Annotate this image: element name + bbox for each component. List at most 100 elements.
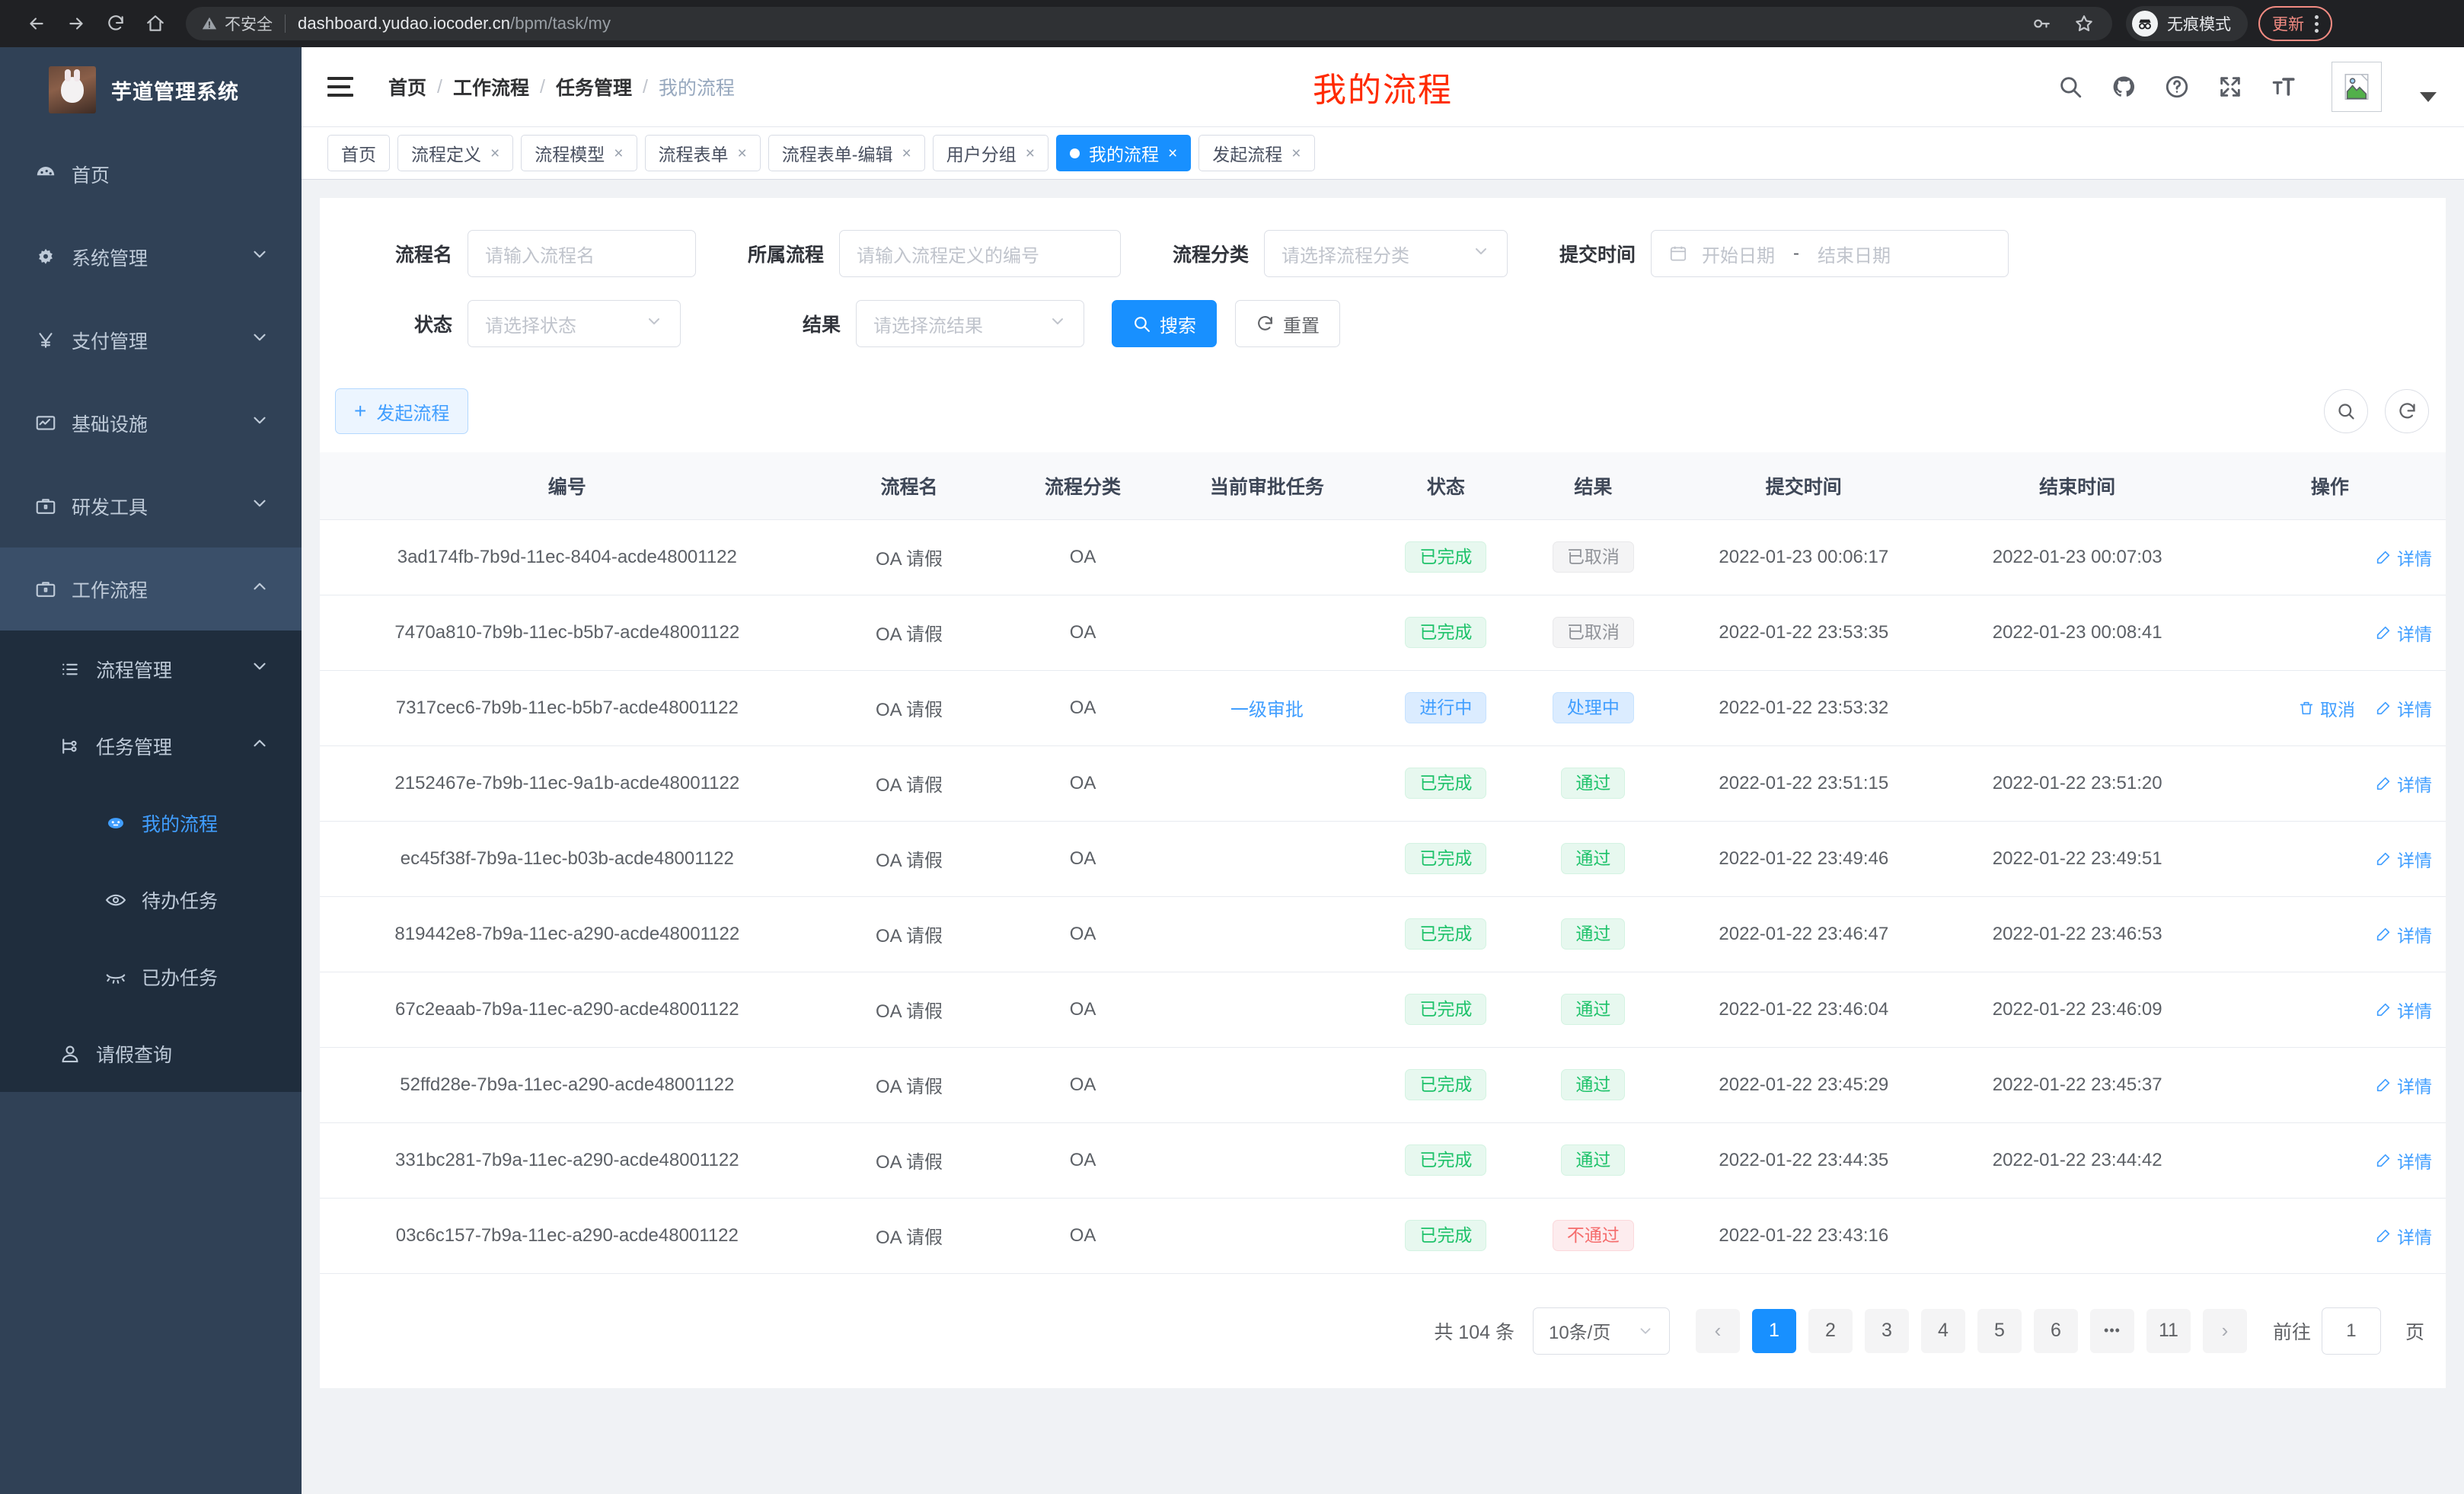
page-button-4[interactable]: 4 <box>1920 1308 1965 1353</box>
table-row[interactable]: 7317cec6-7b9b-11ec-b5b7-acde48001122 OA 请… <box>320 670 2446 746</box>
close-icon[interactable]: × <box>1168 144 1178 162</box>
help-icon[interactable] <box>2164 74 2190 100</box>
table-row[interactable]: 3ad174fb-7b9d-11ec-8404-acde48001122 OA 请… <box>320 519 2446 595</box>
page-button-2[interactable]: 2 <box>1808 1308 1853 1353</box>
update-label: 更新 <box>2272 16 2304 34</box>
search-button[interactable]: 搜索 <box>1112 300 1217 347</box>
home-button[interactable] <box>136 4 175 43</box>
detail-link[interactable]: 详情 <box>2375 620 2432 646</box>
prev-page-button[interactable]: ‹ <box>1695 1308 1740 1353</box>
close-icon[interactable]: × <box>737 144 747 162</box>
reload-button[interactable] <box>96 4 136 43</box>
kebab-menu-icon[interactable] <box>2315 14 2319 33</box>
close-icon[interactable]: × <box>1291 144 1301 162</box>
result-select[interactable]: 请选择流结果 <box>856 300 1084 347</box>
detail-link[interactable]: 详情 <box>2375 921 2432 947</box>
breadcrumb-item[interactable]: 任务管理 <box>555 78 632 99</box>
tab-process-definition[interactable]: 流程定义 × <box>397 135 514 171</box>
tab-user-group[interactable]: 用户分组 × <box>932 135 1048 171</box>
sidebar-item-todo-tasks[interactable]: 待办任务 <box>0 861 302 938</box>
chevron-down-icon[interactable] <box>2420 91 2437 102</box>
forward-button[interactable] <box>56 4 96 43</box>
tab-start-process[interactable]: 发起流程 × <box>1198 135 1315 171</box>
brand[interactable]: 芋道管理系统 <box>0 47 302 132</box>
table-row[interactable]: 819442e8-7b9a-11ec-a290-acde48001122 OA 请… <box>320 896 2446 972</box>
incognito-indicator[interactable]: 无痕模式 <box>2126 6 2248 41</box>
close-icon[interactable]: × <box>902 144 911 162</box>
sidebar-item-workflow[interactable]: 工作流程 <box>0 547 302 630</box>
avatar[interactable] <box>2332 62 2382 112</box>
table-row[interactable]: 03c6c157-7b9a-11ec-a290-acde48001122 OA 请… <box>320 1198 2446 1274</box>
back-button[interactable] <box>17 4 56 43</box>
cell-status: 已完成 <box>1372 1198 1520 1274</box>
page-size-select[interactable]: 10条/页 <box>1532 1307 1670 1355</box>
close-icon[interactable]: × <box>1025 144 1035 162</box>
next-page-button[interactable]: › <box>2202 1308 2247 1353</box>
process-category-select[interactable]: 请选择流程分类 <box>1264 230 1508 277</box>
table-row[interactable]: 52ffd28e-7b9a-11ec-a290-acde48001122 OA 请… <box>320 1047 2446 1123</box>
sidebar-item-system[interactable]: 系统管理 <box>0 215 302 298</box>
placeholder: 请输入流程名 <box>485 245 595 267</box>
page-button-5[interactable]: 5 <box>1977 1308 2022 1353</box>
sidebar-item-done-tasks[interactable]: 已办任务 <box>0 938 302 1015</box>
process-name-input[interactable]: 请输入流程名 <box>468 230 696 277</box>
sidebar-item-home[interactable]: 首页 <box>0 132 302 215</box>
hamburger-icon[interactable] <box>327 77 361 97</box>
detail-link[interactable]: 详情 <box>2375 771 2432 796</box>
page-ellipsis[interactable]: ••• <box>2089 1308 2134 1353</box>
fullscreen-icon[interactable] <box>2217 74 2243 100</box>
detail-link[interactable]: 详情 <box>2375 1223 2432 1249</box>
key-icon[interactable] <box>2032 14 2051 34</box>
sidebar-item-my-process[interactable]: 我的流程 <box>0 784 302 861</box>
star-icon[interactable] <box>2074 14 2094 34</box>
process-definition-key-input[interactable]: 请输入流程定义的编号 <box>839 230 1121 277</box>
table-row[interactable]: ec45f38f-7b9a-11ec-b03b-acde48001122 OA 请… <box>320 821 2446 897</box>
reset-button[interactable]: 重置 <box>1235 300 1340 347</box>
page-button-6[interactable]: 6 <box>2033 1308 2078 1353</box>
brand-logo-image <box>49 66 96 113</box>
start-process-button[interactable]: + 发起流程 <box>335 388 469 434</box>
close-icon[interactable]: × <box>614 144 624 162</box>
goto-page-input[interactable]: 1 <box>2321 1307 2381 1355</box>
address-bar[interactable]: 不安全 dashboard.yudao.iocoder.cn/bpm/task/… <box>186 7 2112 40</box>
detail-link[interactable]: 详情 <box>2375 1148 2432 1173</box>
font-size-icon[interactable] <box>2271 74 2296 100</box>
tab-label: 首页 <box>341 145 376 164</box>
page-button-11[interactable]: 11 <box>2146 1308 2191 1353</box>
detail-link[interactable]: 详情 <box>2375 544 2432 570</box>
sidebar-item-leave-query[interactable]: 请假查询 <box>0 1015 302 1092</box>
sidebar-item-payment[interactable]: 支付管理 <box>0 298 302 381</box>
detail-link[interactable]: 详情 <box>2375 1072 2432 1098</box>
sidebar-item-task-management[interactable]: 任务管理 <box>0 707 302 784</box>
table-refresh-button[interactable] <box>2385 389 2429 433</box>
detail-link[interactable]: 详情 <box>2375 695 2432 721</box>
tab-my-process[interactable]: 我的流程 × <box>1056 135 1192 171</box>
breadcrumb-item[interactable]: 工作流程 <box>452 78 529 99</box>
search-icon[interactable] <box>2057 74 2083 100</box>
close-icon[interactable]: × <box>490 144 500 162</box>
table-row[interactable]: 7470a810-7b9b-11ec-b5b7-acde48001122 OA 请… <box>320 595 2446 671</box>
table-search-button[interactable] <box>2324 389 2368 433</box>
detail-link[interactable]: 详情 <box>2375 997 2432 1023</box>
sidebar-item-infrastructure[interactable]: 基础设施 <box>0 381 302 464</box>
tab-process-form[interactable]: 流程表单 × <box>644 135 761 171</box>
tab-process-form-edit[interactable]: 流程表单-编辑 × <box>768 135 925 171</box>
table-row[interactable]: 2152467e-7b9b-11ec-9a1b-acde48001122 OA 请… <box>320 745 2446 822</box>
sidebar-item-process-management[interactable]: 流程管理 <box>0 630 302 707</box>
table-row[interactable]: 67c2eaab-7b9a-11ec-a290-acde48001122 OA 请… <box>320 972 2446 1048</box>
breadcrumb-item[interactable]: 首页 <box>388 78 427 99</box>
github-icon[interactable] <box>2111 74 2137 100</box>
cancel-link[interactable]: 取消 <box>2298 695 2355 721</box>
tab-process-model[interactable]: 流程模型 × <box>521 135 637 171</box>
update-button[interactable]: 更新 <box>2258 6 2332 41</box>
page-button-1[interactable]: 1 <box>1751 1308 1796 1353</box>
page-button-3[interactable]: 3 <box>1864 1308 1909 1353</box>
tab-home[interactable]: 首页 <box>327 135 390 171</box>
submit-time-daterange[interactable]: 开始日期 - 结束日期 <box>1651 230 2009 277</box>
sidebar-item-devtools[interactable]: 研发工具 <box>0 464 302 547</box>
row-actions: 详情 <box>2214 771 2446 796</box>
placeholder: 请选择状态 <box>485 315 576 337</box>
status-select[interactable]: 请选择状态 <box>468 300 681 347</box>
table-row[interactable]: 331bc281-7b9a-11ec-a290-acde48001122 OA 请… <box>320 1122 2446 1199</box>
detail-link[interactable]: 详情 <box>2375 846 2432 872</box>
